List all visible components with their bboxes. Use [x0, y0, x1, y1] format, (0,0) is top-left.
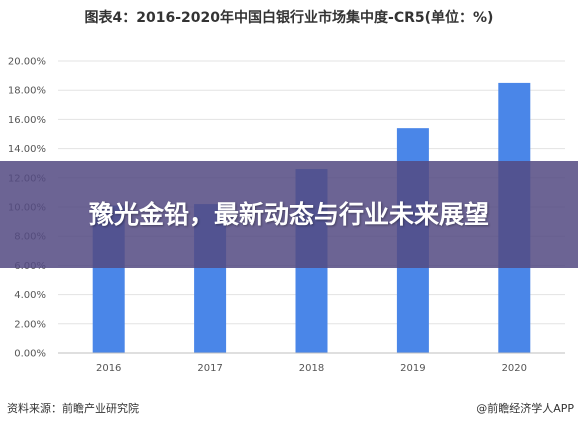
y-tick-label: 14.00%: [8, 144, 46, 155]
brand-label: @前瞻经济学人APP: [476, 401, 574, 415]
x-tick-label: 2016: [96, 363, 121, 374]
headline-text: 豫光金铅，最新动态与行业未来展望: [88, 200, 489, 229]
y-tick-label: 20.00%: [8, 57, 46, 68]
y-tick-label: 18.00%: [8, 86, 46, 97]
chart-title: 图表4：2016-2020年中国白银行业市场集中度-CR5(单位：%): [85, 9, 494, 26]
x-axis-ticks: 2016 2017 2018 2019 2020: [96, 363, 527, 374]
x-tick-label: 2020: [502, 363, 527, 374]
source-note: 资料来源：前瞻产业研究院: [7, 401, 139, 415]
y-tick-label: 2.00%: [14, 319, 46, 330]
x-tick-label: 2019: [400, 363, 425, 374]
y-tick-label: 4.00%: [14, 290, 46, 301]
x-tick-label: 2018: [299, 363, 324, 374]
y-tick-label: 0.00%: [14, 349, 46, 360]
headline-banner: 豫光金铅，最新动态与行业未来展望: [0, 161, 578, 268]
y-tick-label: 16.00%: [8, 115, 46, 126]
x-tick-label: 2017: [197, 363, 222, 374]
